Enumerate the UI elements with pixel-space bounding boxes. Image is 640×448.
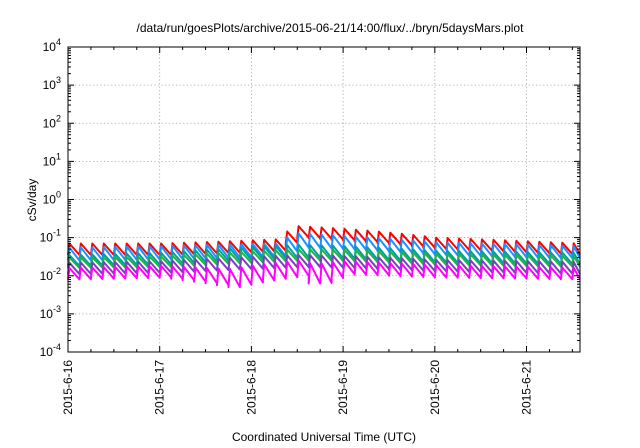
- x-tick-label: 2015-6-21: [520, 360, 534, 415]
- x-tick-labels: 2015-6-16 2015-6-17 2015-6-18 2015-6-19 2015…: [61, 360, 534, 415]
- grid-lines: [67, 47, 580, 352]
- y-tick-label-base: 10: [43, 154, 57, 168]
- y-tick-label-base: 10: [40, 269, 54, 283]
- y-tick-label: 10-4: [40, 342, 61, 359]
- y-tick-label: 100: [43, 190, 61, 207]
- y-tick-label-exponent: -1: [53, 228, 61, 238]
- y-tick-label-exponent: 1: [56, 151, 61, 161]
- y-tick-label: 10-2: [40, 266, 61, 283]
- y-tick-label-exponent: -2: [53, 266, 61, 276]
- y-tick-label: 10-3: [40, 304, 61, 321]
- x-tick-label: 2015-6-16: [61, 360, 75, 415]
- y-tick-label-exponent: 2: [56, 113, 61, 123]
- series-lines: [67, 225, 581, 289]
- x-tick-label: 2015-6-20: [428, 360, 442, 415]
- y-tick-label-base: 10: [40, 231, 54, 245]
- series-line-6: [67, 259, 581, 289]
- y-tick-label: 102: [43, 113, 61, 130]
- y-tick-label-base: 10: [43, 193, 57, 207]
- series-line-2: [67, 232, 581, 262]
- series-line-5: [67, 254, 581, 276]
- y-tick-label-base: 10: [43, 116, 57, 130]
- axis-ticks: [67, 46, 580, 353]
- series-line-4: [67, 248, 581, 269]
- x-tick-label: 2015-6-17: [153, 360, 167, 415]
- y-tick-label: 101: [43, 151, 61, 168]
- x-tick-label: 2015-6-19: [336, 360, 350, 415]
- y-tick-label: 10-1: [40, 228, 61, 245]
- y-tick-label-base: 10: [43, 78, 57, 92]
- y-tick-label-exponent: 3: [56, 75, 61, 85]
- y-tick-label-base: 10: [40, 345, 54, 359]
- chart-title: /data/run/goesPlots/archive/2015-06-21/1…: [137, 21, 525, 35]
- y-tick-label-exponent: 0: [56, 190, 61, 200]
- y-tick-label-exponent: -4: [53, 342, 61, 352]
- y-tick-label-base: 10: [40, 307, 54, 321]
- y-tick-label-base: 10: [43, 40, 57, 54]
- y-tick-label-exponent: 4: [56, 37, 61, 47]
- y-tick-label: 103: [43, 75, 61, 92]
- y-axis-label: cSv/day: [25, 179, 39, 222]
- x-tick-label: 2015-6-18: [244, 360, 258, 415]
- y-tick-label: 104: [43, 37, 61, 54]
- y-tick-label-exponent: -3: [53, 304, 61, 314]
- x-axis-label: Coordinated Universal Time (UTC): [232, 430, 416, 444]
